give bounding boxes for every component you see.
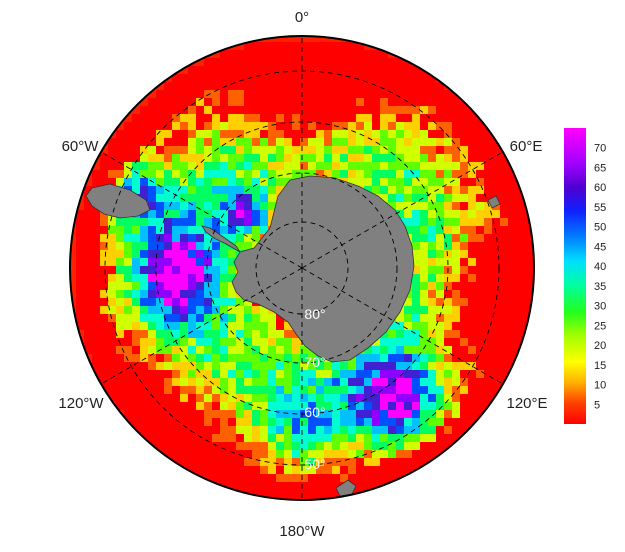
- lon-label-60e: 60°E: [510, 138, 543, 155]
- lon-label-60w: 60°W: [62, 138, 100, 155]
- meridian-line: [301, 151, 504, 269]
- south-america-landmass: [85, 183, 151, 219]
- graticule: [100, 36, 504, 500]
- lat-label-50: 50°: [304, 456, 325, 472]
- colorbar-gradient: [564, 128, 586, 424]
- colorbar-tick-label: 30: [594, 301, 606, 313]
- map-boundary: [69, 35, 535, 501]
- meridian-line: [100, 267, 303, 385]
- colorbar-tick-label: 25: [594, 320, 606, 332]
- colorbar: 5 10 15 20 25 30 35 40 45 50 55 60 65 70: [564, 128, 606, 424]
- data-cells: [76, 42, 534, 500]
- colorbar-tick-label: 50: [594, 222, 606, 234]
- antarctic-peninsula: [201, 225, 241, 253]
- latitude-circle: [104, 70, 500, 466]
- lon-label-120w: 120°W: [58, 395, 104, 412]
- lat-label-60: 60°: [304, 404, 325, 420]
- colorbar-tick-label: 70: [594, 143, 606, 155]
- lat-label-80: 80°: [304, 306, 325, 322]
- lon-label-180w: 180°W: [279, 523, 325, 540]
- colorbar-tick-label: 15: [594, 360, 606, 372]
- colorbar-tick-label: 20: [594, 340, 606, 352]
- colorbar-ticks: 5 10 15 20 25 30 35 40 45 50 55 60 65 70: [594, 143, 606, 412]
- colorbar-tick-label: 5: [594, 399, 600, 411]
- meridian-line: [301, 267, 504, 385]
- lon-label-0: 0°: [295, 9, 309, 26]
- new-zealand-island: [335, 479, 357, 497]
- colorbar-tick-label: 60: [594, 182, 606, 194]
- antarctica-landmass: [231, 175, 415, 363]
- colorbar-tick-label: 40: [594, 261, 606, 273]
- colorbar-tick-label: 45: [594, 241, 606, 253]
- lat-label-70: 70°: [304, 354, 325, 370]
- lon-label-120e: 120°E: [506, 395, 547, 412]
- colorbar-tick-label: 10: [594, 380, 606, 392]
- colorbar-tick-label: 55: [594, 202, 606, 214]
- colorbar-tick-label: 35: [594, 281, 606, 293]
- colorbar-tick-label: 65: [594, 162, 606, 174]
- kerguelen-island: [487, 195, 501, 209]
- meridian-line: [100, 151, 303, 269]
